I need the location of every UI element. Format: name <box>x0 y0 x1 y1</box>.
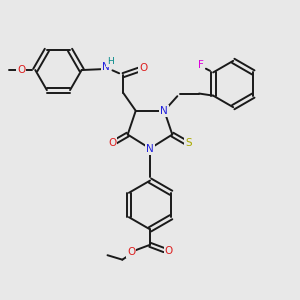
Text: O: O <box>127 247 135 256</box>
Text: S: S <box>185 138 192 148</box>
Text: O: O <box>108 138 116 148</box>
Text: O: O <box>17 65 26 75</box>
Text: O: O <box>139 63 147 73</box>
Text: O: O <box>165 246 173 256</box>
Text: F: F <box>198 60 204 70</box>
Text: H: H <box>107 57 113 66</box>
Text: N: N <box>146 143 154 154</box>
Text: N: N <box>160 106 168 116</box>
Text: N: N <box>102 62 110 72</box>
